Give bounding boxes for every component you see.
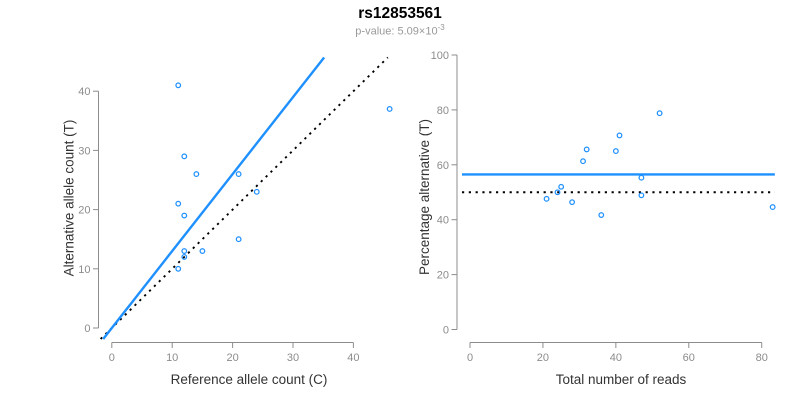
data-point	[580, 158, 586, 165]
x-tick-label: 30	[287, 352, 299, 364]
right-plot-axes: 0 20 40 60 80 0 20 40 60 80 100	[431, 50, 768, 364]
left-plot-points	[175, 82, 393, 272]
data-point	[181, 153, 188, 160]
y-tick-label: 80	[437, 105, 449, 117]
figure-title: rs12853561	[358, 5, 442, 22]
data-point	[769, 204, 776, 210]
fit-line	[102, 56, 326, 340]
data-point	[181, 248, 188, 254]
data-point	[193, 171, 200, 178]
data-point	[569, 199, 576, 206]
y-tick-label: 20	[437, 270, 449, 282]
data-point	[598, 212, 605, 218]
y-tick-label: 0	[443, 325, 449, 337]
y-tick-label: 60	[437, 160, 449, 172]
data-point	[638, 192, 645, 199]
x-tick-label: 40	[347, 352, 359, 364]
data-point	[612, 148, 619, 154]
x-tick-label: 40	[610, 352, 622, 364]
left-plot-lines	[99, 56, 389, 340]
data-point	[253, 188, 260, 195]
y-tick-label: 10	[78, 264, 90, 276]
data-point	[235, 236, 242, 243]
data-point	[554, 189, 561, 196]
x-tick-label: 10	[166, 352, 178, 364]
right-plot-lines	[461, 173, 775, 194]
x-tick-label: 20	[226, 352, 238, 364]
y-tick-label: 0	[84, 323, 90, 335]
data-point	[235, 171, 242, 178]
right-x-axis-title: Total number of reads	[556, 372, 687, 387]
x-tick-label: 60	[683, 352, 695, 364]
data-point	[181, 212, 188, 219]
left-x-axis-title: Reference allele count (C)	[171, 372, 328, 387]
data-point	[199, 248, 206, 254]
data-point	[175, 82, 182, 89]
y-tick-label: 40	[78, 86, 90, 98]
data-point	[181, 254, 188, 260]
data-point	[638, 174, 645, 181]
data-point	[175, 200, 182, 207]
y-tick-label: 100	[431, 50, 449, 62]
data-point	[543, 195, 550, 202]
left-plot: 0 10 20 30 40 0 10 20 30 40 Reference allele coun…	[62, 56, 393, 387]
y-tick-label: 20	[78, 205, 90, 217]
figure-subtitle: p-value: 5.09×10-3	[0, 23, 800, 38]
data-point	[386, 106, 393, 112]
data-point	[175, 265, 182, 272]
data-point	[616, 132, 623, 139]
right-plot-points	[543, 110, 776, 218]
x-tick-label: 80	[756, 352, 768, 364]
data-point	[583, 146, 590, 153]
right-plot: 0 20 40 60 80 0 20 40 60 80 100 Total number of re…	[417, 50, 776, 387]
p-value-exponent: -3	[437, 23, 445, 32]
x-tick-label: 20	[537, 352, 549, 364]
x-tick-label: 0	[467, 352, 473, 364]
reference-line	[99, 56, 389, 340]
y-tick-label: 40	[437, 215, 449, 227]
p-value-text: p-value: 5.09×10	[355, 25, 438, 38]
y-tick-label: 30	[78, 145, 90, 157]
left-plot-axes: 0 10 20 30 40 0 10 20 30 40	[78, 86, 359, 364]
x-tick-label: 0	[109, 352, 115, 364]
right-y-axis-title: Percentage alternative (T)	[417, 119, 432, 275]
data-point	[656, 110, 663, 117]
left-y-axis-title: Alternative allele count (T)	[62, 120, 77, 277]
data-point	[558, 183, 565, 190]
